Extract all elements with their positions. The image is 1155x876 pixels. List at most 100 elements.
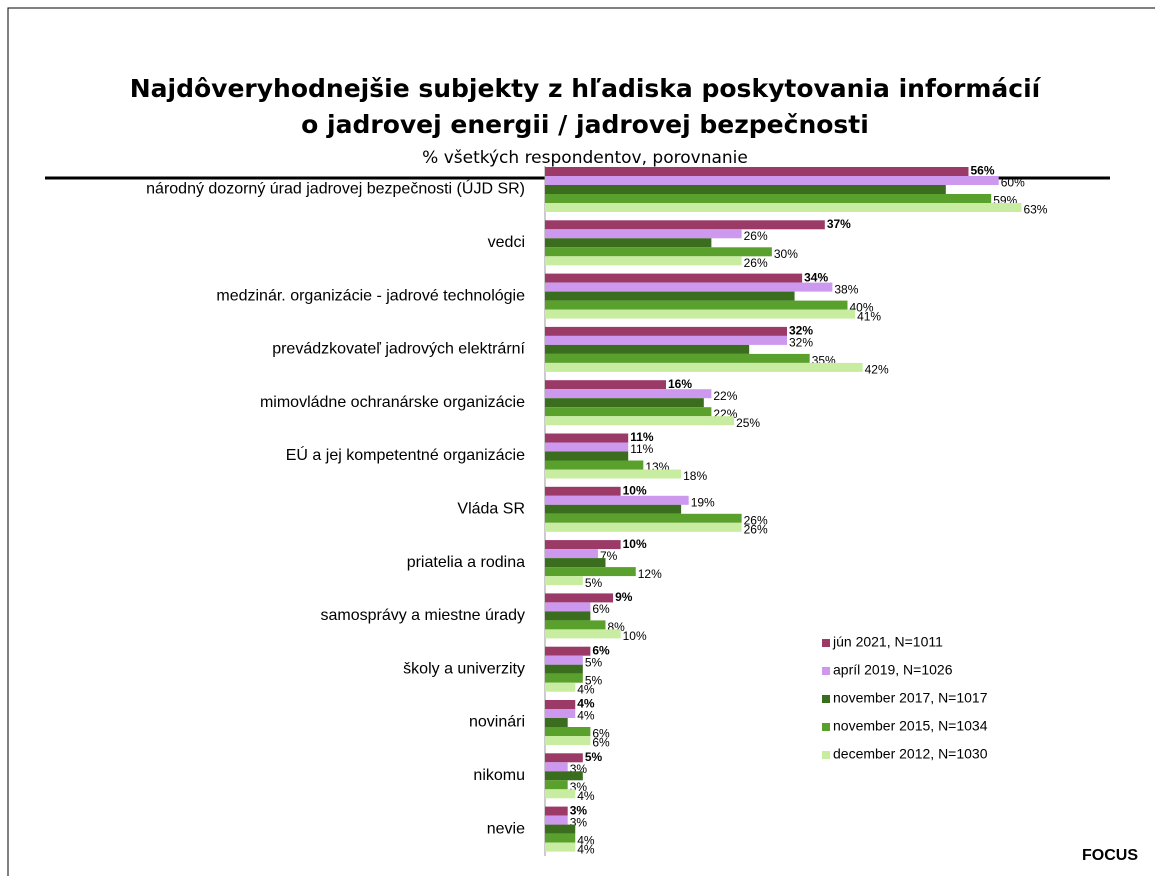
bar [545,229,742,239]
value-label: 26% [744,513,768,527]
value-label: 11% [630,430,654,444]
bar [545,309,856,319]
bar [545,540,621,550]
legend-swatch [822,695,830,703]
bar [545,344,750,354]
value-label: 10% [623,537,647,551]
bar [545,602,591,612]
value-label: 26% [744,256,768,270]
value-label: 6% [592,727,610,741]
bar [545,629,621,639]
bar [545,247,772,257]
bar [545,469,682,479]
category-label: prevádzkovateľ jadrových elektrární [272,341,525,358]
bar [545,567,636,577]
bar [545,780,568,790]
bar [545,353,810,363]
value-label: 22% [713,389,737,403]
value-label: 9% [615,590,633,604]
category-label: vedci [488,234,525,251]
bar [545,194,992,203]
bar [545,513,742,523]
legend-swatch [822,639,830,647]
bar [545,335,787,345]
category-label: medzinár. organizácie - jadrové technoló… [216,287,525,304]
legend-swatch [822,751,830,759]
bar [545,718,568,727]
bar [545,762,568,772]
value-label: 63% [1023,203,1047,217]
bar [545,736,591,745]
value-label: 32% [789,324,813,338]
bar [545,611,591,621]
value-label: 6% [592,736,610,750]
value-label: 32% [789,336,813,350]
value-label: 26% [744,522,768,536]
bar [545,380,666,390]
value-label: 6% [592,643,610,657]
bar [545,655,583,665]
value-label: 10% [623,629,647,643]
bar [545,220,825,230]
category-label: samosprávy a miestne úrady [320,607,525,624]
chart-subtitle: % všetkých respondentov, porovnanie [422,148,748,168]
value-label: 40% [850,300,874,314]
value-label: 60% [1001,176,1025,190]
bar [545,238,712,248]
bar [545,549,598,559]
category-label: novinári [469,714,525,731]
value-label: 6% [592,602,610,616]
legend-label: apríl 2019, N=1026 [833,662,953,678]
value-label: 4% [577,697,595,711]
frame [7,7,1155,876]
value-label: 5% [585,576,603,590]
bar [545,664,583,674]
bar [545,593,614,603]
value-label: 18% [683,469,707,483]
bar [545,398,704,408]
value-label: 4% [577,682,595,696]
bar [545,620,606,630]
bar [545,504,682,514]
bar [545,646,591,656]
bar [545,389,712,399]
bar [545,815,568,825]
chart-title: Najdôveryhodnejšie subjekty z hľadiska p… [130,74,1042,103]
bar [545,806,568,816]
legend-label: november 2017, N=1017 [833,690,988,706]
legend-label: december 2012, N=1030 [833,746,988,762]
legend-label: november 2015, N=1034 [833,718,988,734]
bar [545,185,946,194]
bar [545,167,969,176]
bar [545,416,735,426]
bar [545,522,742,532]
bar [545,495,689,505]
value-label: 26% [744,229,768,243]
bar [545,727,591,736]
bar [545,407,712,417]
value-label: 19% [691,495,715,509]
value-label: 5% [585,655,603,669]
bar [545,824,576,834]
value-label: 4% [577,709,595,723]
value-label: 3% [570,803,588,817]
category-label: priatelia a rodina [407,554,525,571]
value-label: 30% [774,247,798,261]
category-label: školy a univerzity [403,660,525,677]
bar [545,771,583,781]
bar [545,176,999,185]
category-label: národný dozorný úrad jadrovej bezpečnost… [146,179,525,198]
category-label: EÚ a jej kompetentné organizácie [286,445,525,464]
value-label: 42% [865,363,889,377]
legend-swatch [822,667,830,675]
bar [545,300,848,310]
bar [545,558,606,568]
category-label: nikomu [473,767,525,784]
bar [545,291,795,301]
value-label: 5% [585,673,603,687]
bar [545,442,629,452]
bar [545,256,742,266]
bar [545,362,863,372]
bar [545,842,576,852]
